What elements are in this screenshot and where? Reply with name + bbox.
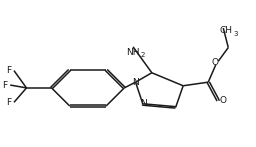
Text: 3: 3 xyxy=(233,31,238,37)
Text: N: N xyxy=(132,78,139,87)
Text: N: N xyxy=(140,99,146,108)
Text: NH: NH xyxy=(126,48,140,57)
Text: F: F xyxy=(2,81,7,90)
Text: F: F xyxy=(6,98,11,107)
Text: CH: CH xyxy=(219,26,232,35)
Text: O: O xyxy=(211,58,218,67)
Text: O: O xyxy=(219,96,226,105)
Text: F: F xyxy=(6,66,11,75)
Text: 2: 2 xyxy=(140,52,145,59)
